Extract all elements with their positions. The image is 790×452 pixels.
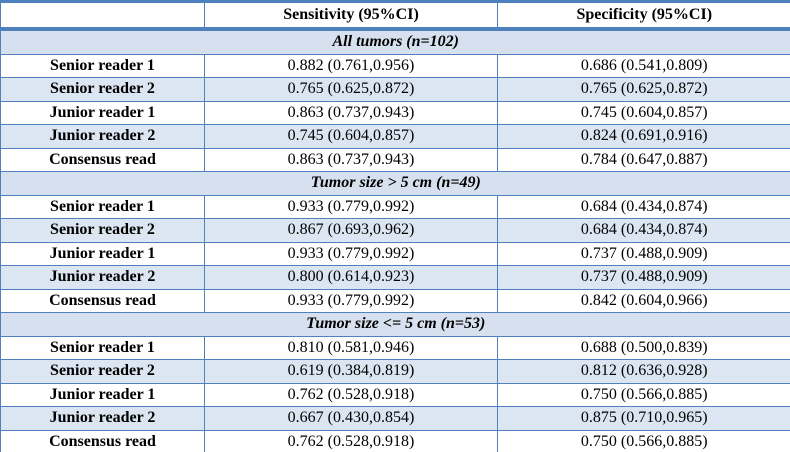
table-body: All tumors (n=102) Senior reader 1 0.882 (… [0, 28, 790, 452]
column-header-specificity: Specificity (95%CI) [497, 0, 790, 31]
row-label: Junior reader 2 [0, 265, 205, 290]
row-label: Consensus read [0, 288, 205, 313]
table-row: Consensus read 0.933 (0.779,0.992) 0.842 (… [0, 288, 790, 313]
sensitivity-value: 0.762 (0.528,0.918) [204, 382, 498, 407]
specificity-value: 0.686 (0.541,0.809) [497, 53, 790, 78]
specificity-value: 0.784 (0.647,0.887) [497, 147, 790, 172]
sensitivity-value: 0.933 (0.779,0.992) [204, 288, 498, 313]
sensitivity-value: 0.933 (0.779,0.992) [204, 241, 498, 266]
section-header-row: Tumor size > 5 cm (n=49) [0, 171, 790, 196]
section-title: Tumor size > 5 cm (n=49) [0, 171, 790, 196]
specificity-value: 0.737 (0.488,0.909) [497, 241, 790, 266]
table-row: Consensus read 0.762 (0.528,0.918) 0.750 (… [0, 429, 790, 452]
row-label: Junior reader 1 [0, 382, 205, 407]
table-row: Senior reader 2 0.619 (0.384,0.819) 0.812 … [0, 359, 790, 384]
row-label: Junior reader 2 [0, 124, 205, 149]
row-label: Junior reader 1 [0, 241, 205, 266]
specificity-value: 0.765 (0.625,0.872) [497, 77, 790, 102]
sensitivity-value: 0.667 (0.430,0.854) [204, 406, 498, 431]
sensitivity-value: 0.882 (0.761,0.956) [204, 53, 498, 78]
table-row: Senior reader 1 0.933 (0.779,0.992) 0.684 … [0, 194, 790, 219]
sensitivity-value: 0.863 (0.737,0.943) [204, 147, 498, 172]
column-header-empty [0, 0, 205, 31]
column-header-sensitivity: Sensitivity (95%CI) [204, 0, 498, 31]
row-label: Senior reader 2 [0, 218, 205, 243]
specificity-value: 0.812 (0.636,0.928) [497, 359, 790, 384]
table-row: Junior reader 2 0.745 (0.604,0.857) 0.824 … [0, 124, 790, 149]
table-row: Junior reader 1 0.863 (0.737,0.943) 0.745 … [0, 100, 790, 125]
sensitivity-value: 0.863 (0.737,0.943) [204, 100, 498, 125]
specificity-value: 0.737 (0.488,0.909) [497, 265, 790, 290]
row-label: Senior reader 1 [0, 194, 205, 219]
row-label: Senior reader 2 [0, 77, 205, 102]
table-row: Senior reader 1 0.810 (0.581,0.946) 0.688 … [0, 335, 790, 360]
section-title: Tumor size <= 5 cm (n=53) [0, 312, 790, 337]
table-row: Senior reader 1 0.882 (0.761,0.956) 0.686 … [0, 53, 790, 78]
row-label: Consensus read [0, 147, 205, 172]
section-header-row: Tumor size <= 5 cm (n=53) [0, 312, 790, 337]
column-header-row: Sensitivity (95%CI) Specificity (95%CI) [0, 0, 790, 31]
table-row: Junior reader 2 0.667 (0.430,0.854) 0.875 … [0, 406, 790, 431]
sensitivity-value: 0.619 (0.384,0.819) [204, 359, 498, 384]
section-title: All tumors (n=102) [0, 28, 790, 55]
specificity-value: 0.750 (0.566,0.885) [497, 382, 790, 407]
sensitivity-value: 0.933 (0.779,0.992) [204, 194, 498, 219]
sensitivity-value: 0.762 (0.528,0.918) [204, 429, 498, 452]
specificity-value: 0.684 (0.434,0.874) [497, 218, 790, 243]
section-header-row: All tumors (n=102) [0, 28, 790, 55]
row-label: Consensus read [0, 429, 205, 452]
row-label: Senior reader 2 [0, 359, 205, 384]
sensitivity-value: 0.745 (0.604,0.857) [204, 124, 498, 149]
specificity-value: 0.745 (0.604,0.857) [497, 100, 790, 125]
row-label: Senior reader 1 [0, 53, 205, 78]
specificity-value: 0.824 (0.691,0.916) [497, 124, 790, 149]
sensitivity-value: 0.800 (0.614,0.923) [204, 265, 498, 290]
specificity-value: 0.842 (0.604,0.966) [497, 288, 790, 313]
table-row: Junior reader 2 0.800 (0.614,0.923) 0.737 … [0, 265, 790, 290]
specificity-value: 0.688 (0.500,0.839) [497, 335, 790, 360]
row-label: Senior reader 1 [0, 335, 205, 360]
specificity-value: 0.875 (0.710,0.965) [497, 406, 790, 431]
table-row: Senior reader 2 0.867 (0.693,0.962) 0.684 … [0, 218, 790, 243]
sensitivity-value: 0.810 (0.581,0.946) [204, 335, 498, 360]
sensitivity-value: 0.765 (0.625,0.872) [204, 77, 498, 102]
sensitivity-value: 0.867 (0.693,0.962) [204, 218, 498, 243]
table-row: Junior reader 1 0.762 (0.528,0.918) 0.750 … [0, 382, 790, 407]
specificity-value: 0.684 (0.434,0.874) [497, 194, 790, 219]
table-row: Junior reader 1 0.933 (0.779,0.992) 0.737 … [0, 241, 790, 266]
table-row: Senior reader 2 0.765 (0.625,0.872) 0.765 … [0, 77, 790, 102]
row-label: Junior reader 2 [0, 406, 205, 431]
specificity-value: 0.750 (0.566,0.885) [497, 429, 790, 452]
table-row: Consensus read 0.863 (0.737,0.943) 0.784 (… [0, 147, 790, 172]
row-label: Junior reader 1 [0, 100, 205, 125]
